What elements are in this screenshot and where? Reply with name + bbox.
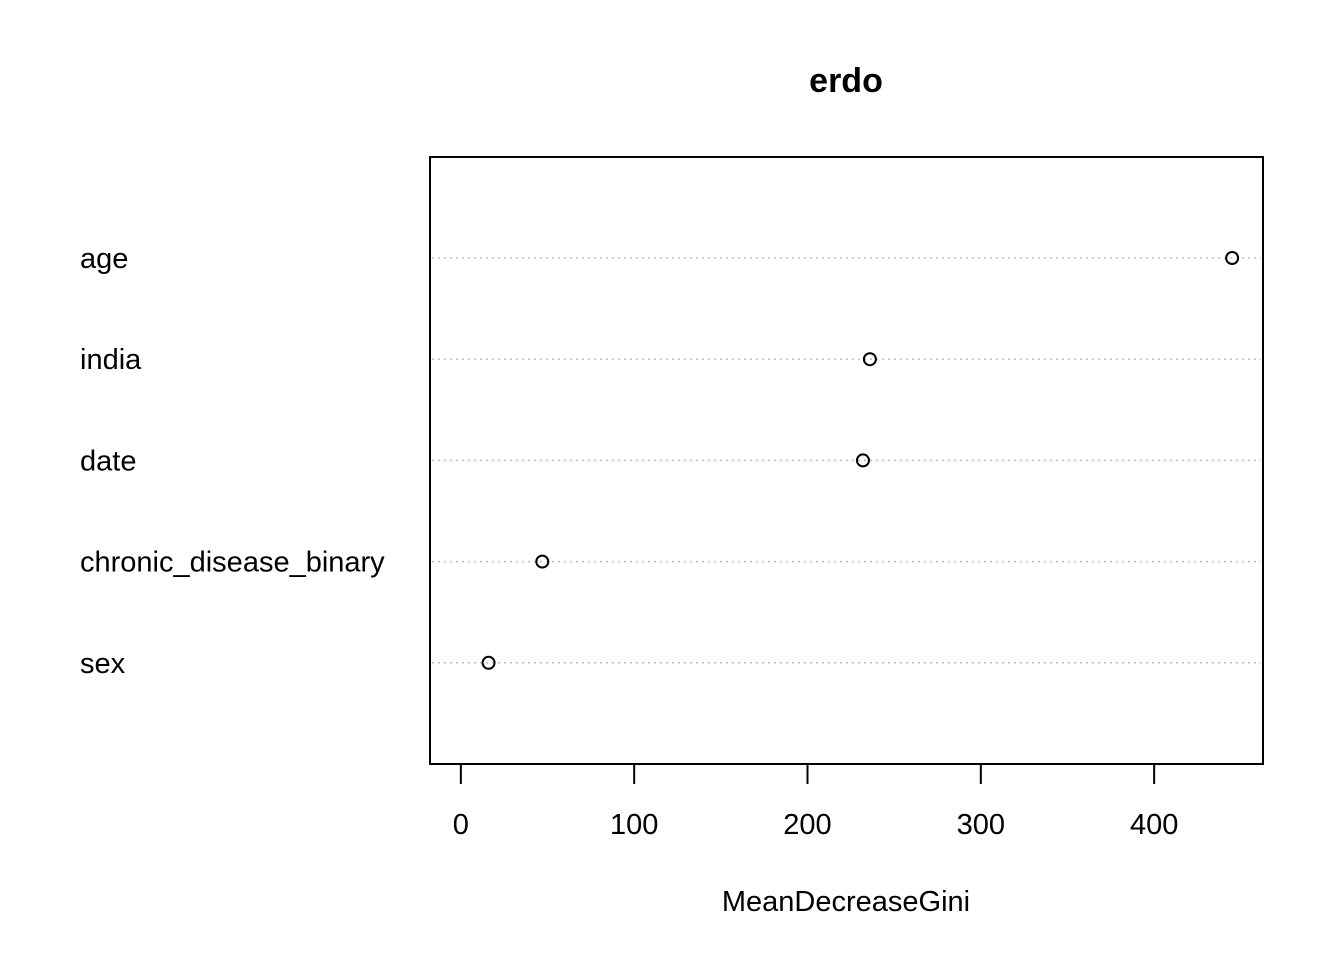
category-label: sex [80,648,126,680]
data-point [1225,251,1240,265]
category-label: chronic_disease_binary [80,547,385,579]
x-axis: 0 100 200 300 400 [453,763,1178,841]
data-point [481,655,496,670]
chart-title: erdo [809,62,883,100]
x-axis-label: MeanDecreaseGini [722,886,970,918]
data-point [862,352,877,367]
category-label: age [80,243,128,275]
data-points [481,251,1240,670]
data-point [855,453,870,468]
x-tick-label: 200 [783,809,831,841]
data-point [535,554,550,569]
gridlines [432,257,1261,664]
category-label: india [80,344,142,376]
x-tick-label: 400 [1130,809,1178,841]
x-tick-label: 100 [610,809,658,841]
x-tick-label: 0 [453,809,469,841]
category-label: date [80,445,136,477]
x-tick-label: 300 [957,809,1005,841]
